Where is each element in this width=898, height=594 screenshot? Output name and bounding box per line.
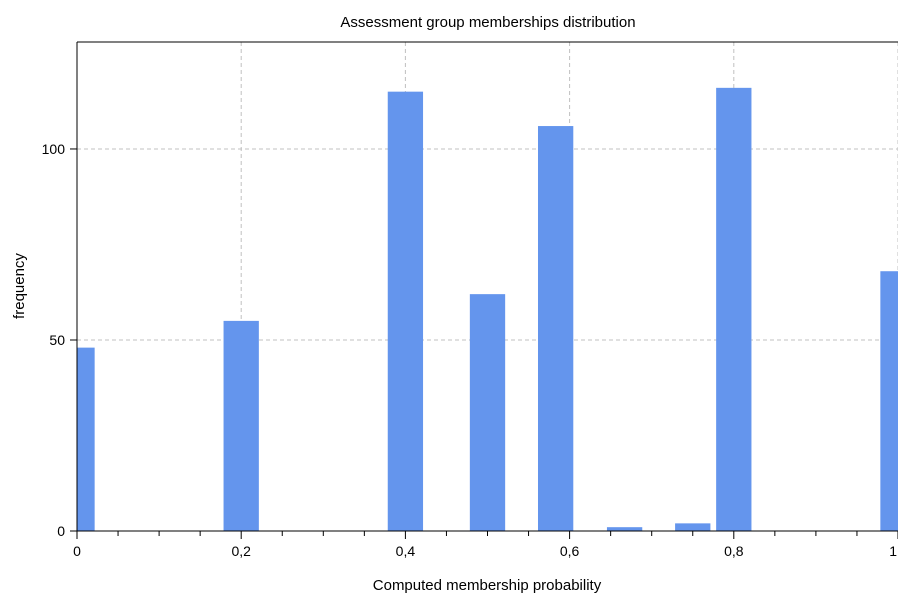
histogram-bar xyxy=(880,271,898,531)
tick-labels: 0 0,2 0,4 0,6 0,8 1 0 50 100 xyxy=(42,141,898,559)
histogram-bar xyxy=(716,87,752,531)
histogram-bar xyxy=(537,126,574,531)
x-axis-title: Computed membership probability xyxy=(373,577,602,594)
histogram-bar xyxy=(469,294,506,531)
chart-title: Assessment group memberships distributio… xyxy=(340,14,636,31)
histogram-bar xyxy=(675,523,711,531)
histogram-bar xyxy=(387,91,424,531)
x-tick-label: 0 xyxy=(73,543,81,559)
x-tick-label: 0,2 xyxy=(231,543,251,559)
axes xyxy=(70,41,898,539)
histogram-bar xyxy=(606,527,643,531)
y-tick-label: 0 xyxy=(57,523,65,539)
x-tick-label: 1 xyxy=(889,543,897,559)
x-tick-label: 0,6 xyxy=(560,543,580,559)
y-axis-title: frequency xyxy=(11,253,28,319)
y-tick-label: 50 xyxy=(49,332,65,348)
x-tick-label: 0,4 xyxy=(396,543,416,559)
bars xyxy=(77,87,898,531)
x-tick-label: 0,8 xyxy=(724,543,744,559)
y-tick-label: 100 xyxy=(42,141,66,157)
histogram-bar xyxy=(223,320,259,531)
histogram-bar xyxy=(77,347,95,531)
